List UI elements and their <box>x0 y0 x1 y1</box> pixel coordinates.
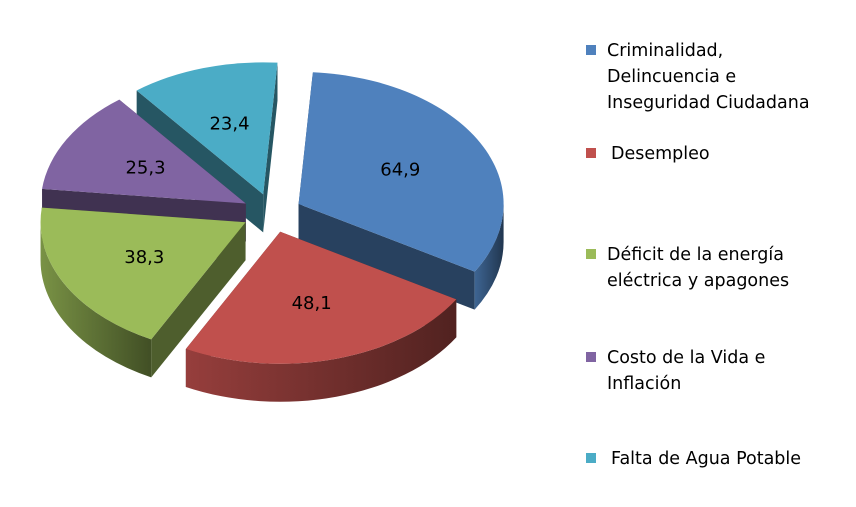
pie-slice-top-criminalidad <box>298 72 504 272</box>
pie-slice-front-deficit-energia <box>40 222 152 378</box>
pie-slice-top-costo-vida <box>42 99 246 204</box>
data-label-agua-potable: 23,4 <box>209 114 249 135</box>
legend-item-desempleo: Desempleo <box>586 141 854 167</box>
legend-swatch <box>586 148 596 158</box>
legend-label: Déficit de la energía eléctrica y apagon… <box>607 245 790 291</box>
data-label-desempleo: 48,1 <box>292 293 332 314</box>
legend-label: Costo de la Vida e Inflación <box>607 348 766 394</box>
pie-slice-front-desempleo <box>185 299 457 402</box>
pie-slice-criminalidad <box>298 72 504 310</box>
pie-slice-top-agua-potable <box>136 62 278 195</box>
pie-slice-deficit-energia <box>40 207 246 378</box>
legend-swatch <box>586 45 596 55</box>
pie-slice-top-deficit-energia <box>40 207 246 340</box>
legend-label: Criminalidad, Delincuencia e Inseguridad… <box>607 41 810 113</box>
pie-slice-side-criminalidad <box>298 203 475 310</box>
legend-item-deficit-energia: Déficit de la energía eléctrica y apagon… <box>586 242 854 294</box>
legend: Criminalidad, Delincuencia e Inseguridad… <box>586 0 856 507</box>
data-label-criminalidad: 64,9 <box>380 160 420 181</box>
legend-swatch <box>586 352 596 362</box>
legend-label: Desempleo <box>611 144 710 164</box>
pie-slice-front-criminalidad <box>474 203 504 310</box>
legend-item-costo-vida: Costo de la Vida e Inflación <box>586 345 854 397</box>
data-label-deficit-energia: 38,3 <box>124 247 164 268</box>
pie-slice-desempleo <box>185 231 457 402</box>
legend-item-criminalidad: Criminalidad, Delincuencia e Inseguridad… <box>586 38 854 116</box>
pie-slice-side-agua-potable <box>263 62 278 233</box>
legend-swatch <box>586 249 596 259</box>
pie-slice-top-desempleo <box>185 231 457 364</box>
pie-slice-side-deficit-energia <box>151 222 246 378</box>
legend-item-agua-potable: Falta de Agua Potable <box>586 446 854 472</box>
data-label-costo-vida: 25,3 <box>125 158 165 179</box>
legend-swatch <box>586 453 596 463</box>
legend-label: Falta de Agua Potable <box>611 449 802 469</box>
